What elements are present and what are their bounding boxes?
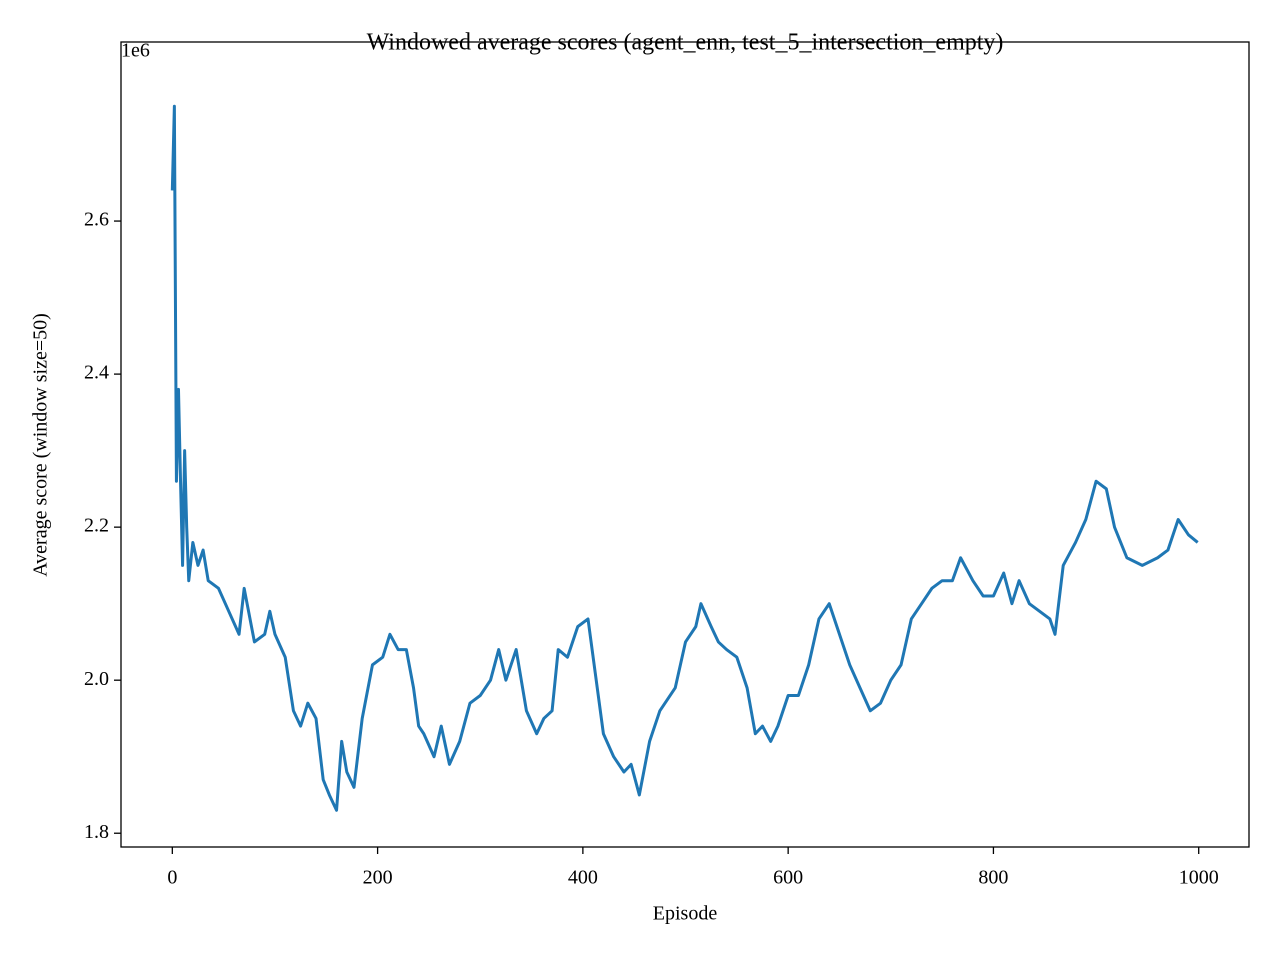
y-offset-label: 1e6: [121, 40, 150, 62]
x-axis-label: Episode: [653, 903, 718, 925]
y-tick-label: 2.4: [84, 362, 109, 384]
x-tick-label: 200: [363, 867, 393, 889]
x-tick-label: 600: [773, 867, 803, 889]
x-tick-label: 400: [568, 867, 598, 889]
y-axis-label: Average score (window size=50): [30, 313, 52, 577]
y-tick-label: 2.2: [84, 515, 109, 537]
y-tick-label: 1.8: [84, 821, 109, 843]
y-tick-label: 2.0: [84, 668, 109, 690]
x-tick-label: 0: [167, 867, 177, 889]
x-tick-label: 800: [978, 867, 1008, 889]
plot-frame: [120, 41, 1250, 848]
y-tick-label: 2.6: [84, 209, 109, 231]
x-tick-label: 1000: [1179, 867, 1219, 889]
data-line: [170, 104, 1199, 812]
